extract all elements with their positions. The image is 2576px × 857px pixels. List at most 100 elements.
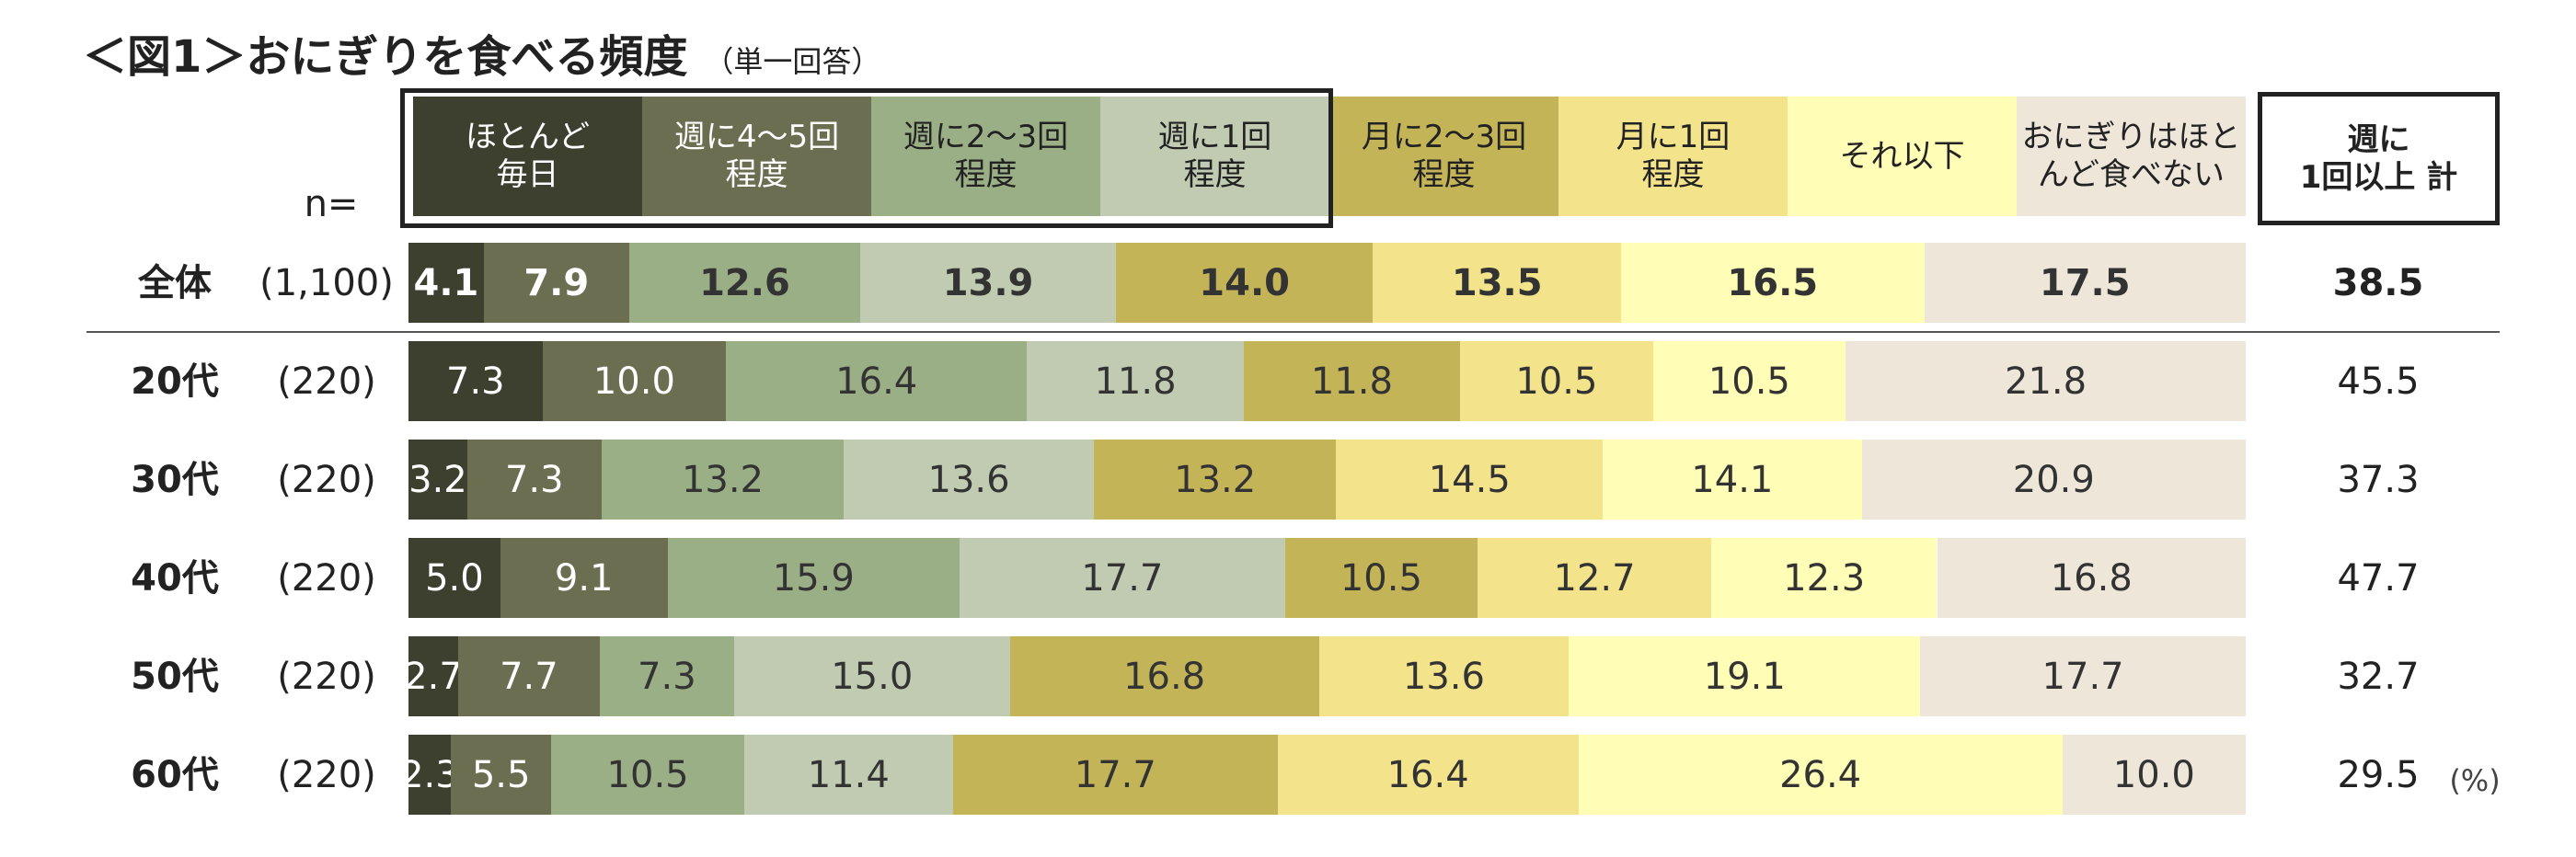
bar-segment: 11.4 bbox=[743, 735, 953, 815]
category-label: 20代 bbox=[131, 360, 219, 403]
total-label: 45.5 bbox=[2337, 360, 2420, 403]
bar-segment: 21.8 bbox=[1846, 341, 2246, 421]
category-label: 60代 bbox=[131, 753, 219, 796]
category-label: 50代 bbox=[131, 655, 219, 698]
bar-segment: 13.2 bbox=[601, 440, 845, 520]
value-label: 10.5 bbox=[1708, 360, 1790, 403]
value-label: 16.8 bbox=[2050, 556, 2133, 600]
bar-segment: 2.3 bbox=[400, 735, 459, 815]
bar-segment: 4.1 bbox=[408, 243, 484, 323]
value-label: 13.2 bbox=[681, 458, 764, 501]
bar-segment: 17.7 bbox=[1920, 636, 2246, 716]
bar-segment: 16.8 bbox=[1009, 636, 1319, 716]
total-label: 29.5 bbox=[2337, 753, 2420, 796]
value-label: 17.7 bbox=[1081, 556, 1164, 600]
value-label: 13.5 bbox=[1451, 261, 1543, 304]
value-label: 7.3 bbox=[638, 655, 696, 698]
value-label: 7.3 bbox=[446, 360, 505, 403]
category-label: 40代 bbox=[131, 556, 219, 600]
bar-segment: 13.2 bbox=[1093, 440, 1337, 520]
totals-header: 週に 1回以上 計 bbox=[2258, 92, 2500, 225]
value-label: 11.8 bbox=[1094, 360, 1177, 403]
value-label: 16.4 bbox=[1386, 753, 1469, 796]
bar-segment: 12.6 bbox=[628, 243, 861, 323]
value-label: 4.1 bbox=[413, 261, 479, 304]
value-label: 13.9 bbox=[942, 261, 1034, 304]
bar-segment: 2.7 bbox=[404, 636, 463, 716]
unit-label: (%) bbox=[2449, 762, 2501, 798]
value-label: 17.7 bbox=[1074, 753, 1156, 796]
bar-segment: 12.3 bbox=[1710, 538, 1938, 618]
value-label: 14.0 bbox=[1199, 261, 1290, 304]
bar-segment: 10.5 bbox=[551, 735, 744, 815]
bar-segment: 11.8 bbox=[1027, 341, 1244, 421]
bar-segment: 16.5 bbox=[1621, 243, 1925, 323]
n-value: (1,100) bbox=[259, 261, 394, 304]
value-label: 20.9 bbox=[2012, 458, 2095, 501]
value-label: 16.8 bbox=[1123, 655, 1206, 698]
total-label: 38.5 bbox=[2332, 261, 2424, 304]
bar-segment: 11.8 bbox=[1243, 341, 1461, 421]
legend-cell: 週に1回 程度 bbox=[1100, 97, 1329, 216]
n-label: n= bbox=[304, 183, 359, 225]
n-value: (220) bbox=[277, 458, 376, 501]
legend-cell: 月に2～3回 程度 bbox=[1329, 97, 1558, 216]
value-label: 9.1 bbox=[554, 556, 614, 600]
bar-segment: 20.9 bbox=[1861, 440, 2246, 520]
value-label: 14.5 bbox=[1428, 458, 1511, 501]
bar-segment: 7.9 bbox=[483, 243, 629, 323]
bar-segment: 5.0 bbox=[408, 538, 500, 618]
legend-cell: おにぎりはほと んど食べない bbox=[2017, 97, 2246, 216]
value-label: 3.2 bbox=[408, 458, 467, 501]
bar-segment: 14.0 bbox=[1115, 243, 1374, 323]
value-label: 12.3 bbox=[1783, 556, 1866, 600]
separator bbox=[86, 331, 2500, 333]
category-label: 30代 bbox=[131, 458, 219, 501]
value-label: 14.1 bbox=[1691, 458, 1774, 501]
bar-segment: 10.0 bbox=[2062, 735, 2246, 815]
value-label: 12.7 bbox=[1553, 556, 1636, 600]
value-label: 16.4 bbox=[835, 360, 918, 403]
bar-segment: 16.8 bbox=[1937, 538, 2246, 618]
value-label: 10.0 bbox=[2112, 753, 2195, 796]
bar-segment: 7.3 bbox=[599, 636, 734, 716]
value-label: 5.5 bbox=[471, 753, 531, 796]
title-text: ＜図1＞おにぎりを食べる頻度 bbox=[83, 31, 688, 83]
bar-segment: 15.9 bbox=[667, 538, 960, 618]
bar-segment: 14.1 bbox=[1603, 440, 1862, 520]
value-label: 10.0 bbox=[592, 360, 675, 403]
value-label: 19.1 bbox=[1703, 655, 1786, 698]
value-label: 26.4 bbox=[1779, 753, 1862, 796]
bar-segment: 13.6 bbox=[844, 440, 1094, 520]
value-label: 15.0 bbox=[831, 655, 914, 698]
chart-title: ＜図1＞おにぎりを食べる頻度 （単一回答） bbox=[83, 20, 880, 85]
value-label: 16.5 bbox=[1727, 261, 1819, 304]
bar-segment: 17.5 bbox=[1924, 243, 2246, 323]
subtitle: （単一回答） bbox=[704, 44, 881, 79]
bar-segment: 7.7 bbox=[457, 636, 600, 716]
bar-segment: 15.0 bbox=[733, 636, 1010, 716]
bar-segment: 17.7 bbox=[960, 538, 1285, 618]
bar-segment: 13.9 bbox=[860, 243, 1116, 323]
value-label: 5.0 bbox=[425, 556, 484, 600]
bar-segment: 7.3 bbox=[408, 341, 543, 421]
value-label: 17.5 bbox=[2039, 261, 2131, 304]
total-label: 47.7 bbox=[2337, 556, 2420, 600]
value-label: 10.5 bbox=[1515, 360, 1598, 403]
value-label: 13.6 bbox=[1402, 655, 1485, 698]
bar-segment: 3.2 bbox=[408, 440, 467, 520]
bar-segment: 7.3 bbox=[466, 440, 602, 520]
legend-cell: 週に2～3回 程度 bbox=[871, 97, 1100, 216]
bar-segment: 9.1 bbox=[500, 538, 668, 618]
bar-segment: 10.5 bbox=[1460, 341, 1653, 421]
bar-segment: 13.5 bbox=[1373, 243, 1622, 323]
total-label: 32.7 bbox=[2337, 655, 2420, 698]
legend-cell: それ以下 bbox=[1788, 97, 2017, 216]
bar-segment: 10.5 bbox=[1652, 341, 1846, 421]
bar-segment: 14.5 bbox=[1336, 440, 1604, 520]
legend-cell: ほとんど 毎日 bbox=[413, 97, 642, 216]
weekly-group-box bbox=[400, 88, 1333, 228]
value-label: 11.4 bbox=[807, 753, 890, 796]
value-label: 12.6 bbox=[699, 261, 790, 304]
